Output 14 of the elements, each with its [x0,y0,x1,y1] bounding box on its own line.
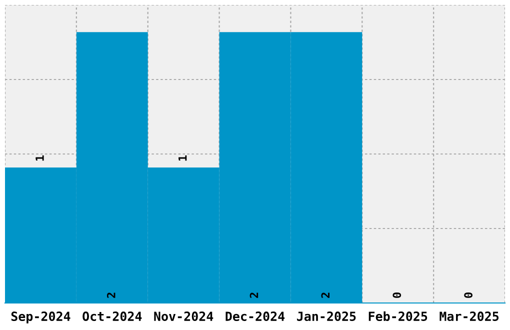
data-label: 0 [392,292,402,298]
x-tick-label: Mar-2025 [440,312,499,322]
data-label: 1 [178,155,187,161]
x-tick-label: Feb-2025 [368,311,428,322]
x-tick-label: Jan-2025 [296,312,356,322]
data-label: 1 [36,155,44,161]
data-label: 2 [321,292,330,298]
x-tick-label: Nov-2024 [154,312,214,322]
x-tick-label: Dec-2024 [226,312,285,322]
data-label: 0 [464,292,473,298]
data-label: 2 [106,292,116,298]
x-tick-label: Sep-2024 [11,312,70,324]
x-tick-label: Oct-2024 [82,312,142,322]
data-label: 2 [250,292,258,298]
